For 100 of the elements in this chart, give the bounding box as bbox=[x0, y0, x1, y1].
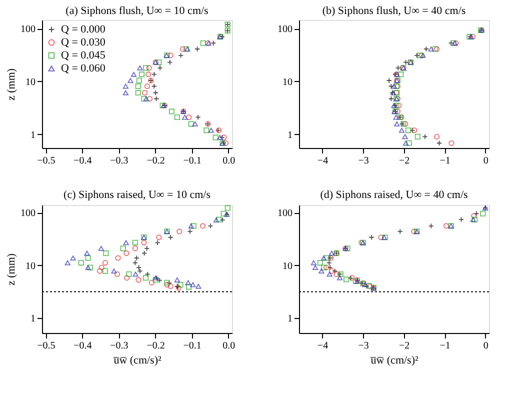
x-tick-label: −4 bbox=[317, 156, 328, 166]
point bbox=[321, 264, 327, 270]
point bbox=[156, 234, 162, 240]
point bbox=[406, 140, 412, 146]
y-tick-label: 10 bbox=[282, 260, 292, 272]
x-tick-label: −0.2 bbox=[146, 156, 165, 166]
y-tick-label: 1 bbox=[30, 314, 36, 325]
point bbox=[98, 246, 104, 251]
point bbox=[151, 83, 157, 90]
point bbox=[194, 46, 200, 52]
point bbox=[474, 210, 480, 216]
x-tick-label: −0.5 bbox=[37, 340, 56, 352]
point bbox=[428, 223, 434, 229]
point bbox=[192, 121, 198, 126]
legend-label: Q = 0.045 bbox=[61, 50, 106, 62]
point bbox=[102, 260, 108, 266]
point bbox=[378, 234, 384, 240]
point bbox=[210, 40, 216, 46]
point bbox=[96, 268, 103, 274]
point bbox=[132, 272, 138, 277]
point bbox=[156, 278, 162, 284]
point bbox=[168, 284, 174, 290]
point bbox=[398, 72, 404, 78]
point bbox=[422, 134, 428, 140]
point bbox=[195, 114, 201, 120]
x-tick-label: 0.0 bbox=[222, 340, 236, 352]
point bbox=[328, 268, 334, 274]
x-tick-label: 0.0 bbox=[222, 156, 236, 166]
legend-label: Q = 0.060 bbox=[61, 62, 106, 74]
point bbox=[151, 72, 157, 78]
point bbox=[393, 114, 399, 120]
point bbox=[321, 256, 327, 260]
point bbox=[167, 59, 173, 66]
x-tick-label: −3 bbox=[358, 156, 369, 166]
point bbox=[394, 108, 400, 114]
point bbox=[208, 223, 214, 229]
point bbox=[111, 268, 117, 274]
x-tick-label: −3 bbox=[358, 340, 369, 352]
point bbox=[188, 121, 194, 127]
x-tick-label: −0.5 bbox=[37, 156, 56, 166]
x-axis-title: u̅w̅ (cm/s)² bbox=[370, 354, 419, 366]
point bbox=[157, 65, 163, 71]
point bbox=[70, 256, 76, 260]
point bbox=[146, 65, 152, 71]
point bbox=[154, 240, 160, 246]
point bbox=[213, 217, 220, 222]
point bbox=[336, 275, 343, 280]
point bbox=[137, 268, 143, 274]
point bbox=[85, 265, 91, 270]
point bbox=[196, 284, 202, 289]
point bbox=[402, 134, 408, 140]
point bbox=[146, 96, 153, 102]
point bbox=[120, 246, 126, 252]
point bbox=[126, 271, 132, 277]
point bbox=[220, 210, 226, 216]
point bbox=[134, 255, 140, 261]
point bbox=[186, 114, 192, 120]
x-tick-label: −4 bbox=[317, 340, 328, 352]
point bbox=[386, 78, 392, 84]
point bbox=[188, 223, 194, 228]
point bbox=[434, 134, 440, 140]
point bbox=[123, 240, 129, 246]
x-tick-label: −0.1 bbox=[183, 156, 202, 166]
point bbox=[132, 240, 138, 246]
point bbox=[178, 52, 184, 58]
point bbox=[220, 217, 226, 223]
point bbox=[458, 216, 464, 222]
point bbox=[176, 228, 182, 234]
point bbox=[102, 268, 108, 274]
point bbox=[328, 250, 334, 256]
x-tick-label: −0.4 bbox=[74, 156, 92, 166]
y-tick-label: 10 bbox=[26, 76, 36, 88]
y-tick-label: 1 bbox=[30, 130, 36, 141]
y-axis-title: z (mm) bbox=[6, 68, 18, 101]
point bbox=[178, 282, 184, 288]
point bbox=[122, 90, 128, 96]
point bbox=[200, 223, 206, 229]
point bbox=[84, 250, 90, 256]
point bbox=[398, 128, 405, 133]
point bbox=[428, 46, 434, 52]
point bbox=[182, 114, 188, 120]
point bbox=[324, 255, 330, 261]
y-tick-label: 10 bbox=[26, 260, 36, 272]
point bbox=[142, 275, 149, 281]
point bbox=[405, 127, 412, 134]
point bbox=[344, 276, 350, 282]
point bbox=[436, 140, 442, 146]
y-tick-label: 100 bbox=[278, 24, 292, 36]
y-tick-label: 10 bbox=[282, 76, 292, 88]
point bbox=[122, 84, 128, 89]
point bbox=[310, 260, 316, 266]
point bbox=[144, 83, 150, 90]
y-tick-label: 1 bbox=[288, 314, 292, 325]
point bbox=[154, 96, 160, 102]
legend-label: Q = 0.030 bbox=[61, 36, 106, 48]
point bbox=[136, 78, 142, 84]
x-tick-label: −1 bbox=[440, 340, 450, 352]
point bbox=[317, 260, 323, 266]
point bbox=[312, 265, 318, 270]
point bbox=[141, 96, 147, 102]
